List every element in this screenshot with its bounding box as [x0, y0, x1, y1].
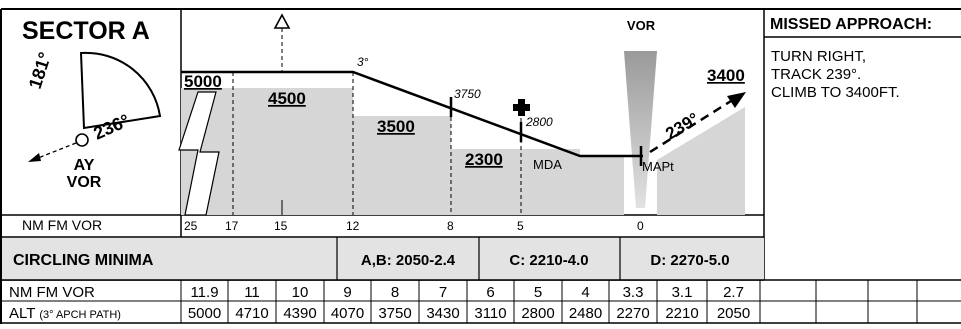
circling-c: C: 2210-4.0 [509, 252, 588, 269]
vor-station-icon [75, 133, 89, 147]
dist-tick-25: 25 [184, 219, 198, 233]
alt-cell: 5000 [188, 305, 221, 322]
circling-d: D: 2270-5.0 [650, 252, 729, 269]
missed-approach-line-1: TURN RIGHT, [771, 48, 866, 65]
alt-cell: 2270 [616, 305, 649, 322]
sector-bearing-181: 181° [25, 50, 56, 92]
missed-approach-path [649, 99, 732, 154]
missed-approach-line-3: CLIMB TO 3400FT. [771, 84, 900, 101]
alt-cell: 3750 [378, 305, 411, 322]
alt-3500: 3500 [377, 117, 415, 136]
missed-approach-box: MISSED APPROACH: TURN RIGHT, TRACK 239°.… [770, 16, 932, 101]
dist-tick-5: 5 [517, 219, 524, 233]
distance-axis-label: NM FM VOR [22, 217, 102, 233]
nm-cell: 11.9 [190, 284, 218, 301]
sector-box: SECTOR A 181° 236° AY VOR [22, 17, 162, 191]
station-type: VOR [67, 174, 102, 191]
nm-cell: 10 [292, 284, 309, 301]
alt-2300: 2300 [465, 150, 503, 169]
table-row2-main: ALT [9, 305, 35, 322]
vor-label: VOR [627, 18, 656, 33]
table-row2-sub: (3° APCH PATH) [39, 309, 121, 321]
terrain-shading [181, 88, 624, 215]
missed-approach-title: MISSED APPROACH: [770, 16, 932, 33]
fix-alt-3750: 3750 [454, 87, 481, 101]
glidepath-angle: 3° [357, 55, 369, 69]
sector-title: SECTOR A [22, 17, 150, 45]
alt-cell: 2800 [521, 305, 554, 322]
nm-cell: 8 [391, 284, 399, 301]
station-ident: AY [74, 157, 95, 174]
missed-approach-line-2: TRACK 239°. [771, 66, 861, 83]
alt-cell: 3430 [426, 305, 459, 322]
alt-cell: 4710 [235, 305, 268, 322]
obstacle-cross-icon [513, 99, 530, 116]
alt-cell: 4070 [331, 305, 364, 322]
alt-cell: 2210 [665, 305, 698, 322]
nm-cell: 4 [581, 284, 589, 301]
descent-table: NM FM VOR ALT (3° APCH PATH) 11.9 11 10 9 8 7… [9, 280, 918, 323]
table-row1-label: NM FM VOR [9, 284, 95, 301]
iaf-triangle-icon [273, 13, 291, 29]
circling-ab: A,B: 2050-2.4 [361, 252, 456, 269]
circling-minima-row: CIRCLING MINIMA A,B: 2050-2.4 C: 2210-4.… [1, 237, 764, 281]
nm-cell: 3.1 [672, 284, 693, 301]
outbound-track-line [37, 142, 77, 159]
approach-path [181, 70, 643, 158]
alt-4500: 4500 [268, 89, 306, 108]
circling-minima-title: CIRCLING MINIMA [13, 252, 154, 269]
mda-label: MDA [533, 157, 562, 172]
profile-break [178, 91, 220, 216]
nm-cell: 2.7 [723, 284, 744, 301]
profile-view: VOR 3° 5000 4500 3500 2300 3400 3750 280… [22, 13, 746, 233]
outbound-arrow-icon [28, 153, 41, 162]
alt-cell: 2050 [717, 305, 750, 322]
nm-cell: 5 [534, 284, 542, 301]
alt-5000: 5000 [184, 72, 222, 91]
vor-beam-shape [624, 51, 657, 208]
table-row2-label: ALT (3° APCH PATH) [9, 305, 121, 322]
fix-alt-2800: 2800 [525, 115, 553, 129]
mapt-label: MAPt [642, 159, 674, 174]
dist-tick-15: 15 [274, 219, 288, 233]
nm-cell: 3.3 [623, 284, 644, 301]
dist-tick-12: 12 [346, 219, 360, 233]
alt-cell: 3110 [474, 305, 506, 322]
msa-sector-shape [79, 51, 162, 130]
nm-cell: 9 [343, 284, 351, 301]
nm-cell: 6 [486, 284, 494, 301]
alt-3400: 3400 [707, 66, 745, 85]
missed-terrain-shading [657, 107, 745, 215]
alt-cell: 4390 [283, 305, 316, 322]
nm-cell: 7 [439, 284, 447, 301]
dist-tick-0: 0 [637, 219, 644, 233]
missed-arrow-icon [727, 92, 746, 108]
dist-tick-17: 17 [225, 219, 239, 233]
dist-tick-8: 8 [447, 219, 454, 233]
alt-cell: 2480 [569, 305, 602, 322]
nm-cell: 11 [244, 284, 260, 301]
